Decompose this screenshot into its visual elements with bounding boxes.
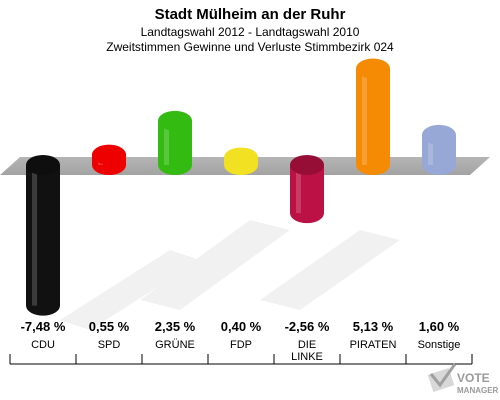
category-label-die-linke-1: DIE bbox=[298, 339, 316, 351]
chart-subtitle-1: Landtagswahl 2012 - Landtagswahl 2010 bbox=[141, 25, 360, 39]
category-label-fdp: FDP bbox=[230, 339, 252, 351]
vote-manager-logo: VOTE MANAGER bbox=[427, 363, 499, 395]
value-label-cdu: -7,48 % bbox=[21, 319, 66, 334]
logo-text-vote: VOTE bbox=[457, 371, 490, 385]
category-label-sonstige: Sonstige bbox=[418, 339, 461, 351]
bar-cdu bbox=[26, 155, 60, 316]
chart-title: Stadt Mülheim an der Ruhr bbox=[155, 6, 346, 23]
bar-piraten bbox=[356, 58, 390, 175]
category-axis bbox=[9, 354, 473, 365]
logo-text-manager: MANAGER bbox=[457, 386, 499, 395]
chart-subtitle-2: Zweitstimmen Gewinne und Verluste Stimmb… bbox=[106, 40, 394, 54]
bar-spd bbox=[92, 144, 126, 175]
value-label-die-linke: -2,56 % bbox=[285, 319, 330, 334]
category-label-cdu: CDU bbox=[31, 339, 55, 351]
category-label-gruene: GRÜNE bbox=[155, 339, 195, 351]
value-label-sonstige: 1,60 % bbox=[419, 319, 460, 334]
bar-fdp bbox=[224, 147, 258, 175]
category-label-spd: SPD bbox=[98, 339, 121, 351]
checkmark-ballot-icon bbox=[427, 363, 457, 392]
value-label-gruene: 2,35 % bbox=[155, 319, 196, 334]
value-label-piraten: 5,13 % bbox=[353, 319, 394, 334]
category-label-die-linke-2: LINKE bbox=[291, 351, 323, 363]
bar-sonstige bbox=[422, 124, 456, 175]
value-label-spd: 0,55 % bbox=[89, 319, 130, 334]
bar-gruene bbox=[158, 110, 192, 175]
value-label-fdp: 0,40 % bbox=[221, 319, 262, 334]
background-shadow bbox=[60, 220, 400, 330]
bar-group bbox=[26, 58, 456, 316]
label-group: -7,48 % CDU 0,55 % SPD 2,35 % GRÜNE 0,40 % FDP -… bbox=[9, 319, 473, 365]
category-label-piraten: PIRATEN bbox=[350, 339, 397, 351]
bar-die-linke bbox=[290, 155, 324, 224]
